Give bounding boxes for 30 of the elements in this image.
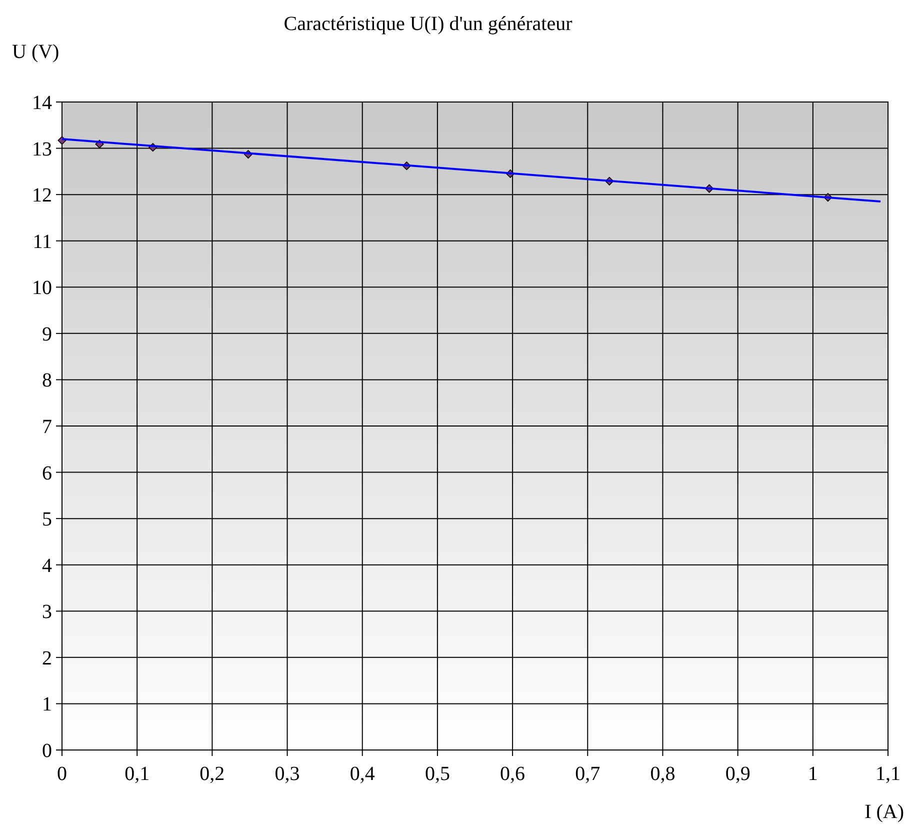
x-tick-label: 0,5: [424, 763, 450, 785]
y-tick-label: 13: [32, 138, 52, 160]
x-tick-label: 0,4: [350, 763, 375, 785]
x-tick-label: 0,9: [725, 763, 750, 785]
x-tick-label: 0,3: [274, 763, 300, 785]
y-tick-label: 11: [32, 230, 52, 253]
y-tick-label: 7: [42, 416, 52, 438]
x-tick-label: 0,7: [575, 763, 600, 785]
y-tick-label: 9: [42, 323, 52, 346]
y-tick-label: 10: [32, 277, 52, 300]
y-tick-label: 4: [42, 554, 52, 577]
x-tick-label: 0,1: [124, 763, 150, 785]
x-axis-title: I (A): [864, 801, 904, 823]
y-tick-label: 1: [42, 694, 52, 716]
x-tick-label: 0,6: [500, 763, 526, 785]
x-tick-label: 0: [57, 763, 67, 785]
y-tick-label: 14: [32, 92, 52, 114]
x-tick-label: 0,2: [200, 763, 225, 785]
y-tick-label: 6: [42, 462, 52, 484]
x-tick-label: 1,1: [876, 763, 900, 785]
x-tick-label: 1: [808, 763, 818, 785]
y-axis-title: U (V): [12, 41, 60, 63]
y-tick-label: 8: [42, 370, 52, 392]
y-tick-label: 5: [42, 508, 52, 531]
y-tick-label: 0: [42, 740, 52, 762]
y-tick-label: 3: [42, 601, 52, 624]
x-tick-label: 0,8: [650, 763, 676, 785]
chart-title: Caractéristique U(I) d'un générateur: [284, 13, 573, 35]
y-tick-label: 12: [32, 184, 52, 207]
y-tick-label: 2: [42, 647, 52, 670]
